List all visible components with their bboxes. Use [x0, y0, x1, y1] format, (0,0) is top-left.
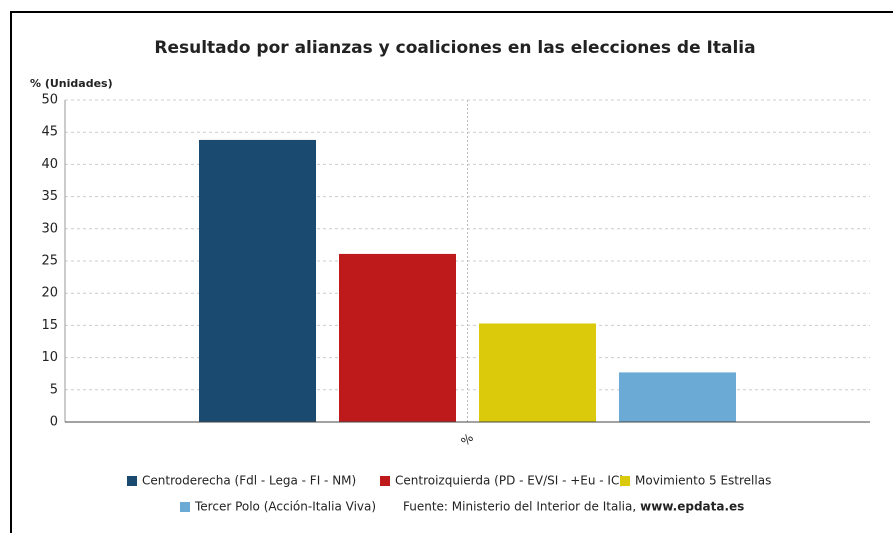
y-tick-label: 50	[41, 93, 58, 108]
bar	[339, 253, 456, 422]
legend-swatch	[620, 476, 630, 486]
y-axis-label: % (Unidades)	[30, 77, 113, 90]
y-tick-label: 5	[50, 382, 58, 397]
y-tick-label: 20	[41, 286, 58, 301]
y-tick-label: 10	[41, 350, 58, 365]
y-tick-label: 45	[41, 125, 58, 140]
legend-swatch	[380, 476, 390, 486]
bar	[479, 323, 596, 422]
bar	[199, 139, 316, 423]
y-tick-label: 35	[41, 189, 58, 204]
y-tick-label: 25	[41, 254, 58, 269]
legend-label: Centroizquierda (PD - EV/SI - +Eu - IC)	[395, 474, 624, 488]
legend-label: Tercer Polo (Acción-Italia Viva)	[194, 500, 376, 514]
legend-swatch	[180, 502, 190, 512]
legend-swatch	[127, 476, 137, 486]
y-tick-label: 30	[41, 221, 58, 236]
chart-title: Resultado por alianzas y coaliciones en …	[154, 38, 755, 58]
legend-label: Movimiento 5 Estrellas	[635, 474, 771, 488]
y-tick-label: 0	[50, 415, 58, 430]
y-tick-label: 15	[41, 318, 58, 333]
source-link: www.epdata.es	[640, 500, 744, 514]
legend-label: Centroderecha (Fdl - Lega - FI - NM)	[142, 474, 356, 488]
source: Fuente: Ministerio del Interior de Itali…	[403, 500, 636, 514]
y-tick-label: 40	[41, 157, 58, 172]
bar	[619, 372, 736, 422]
